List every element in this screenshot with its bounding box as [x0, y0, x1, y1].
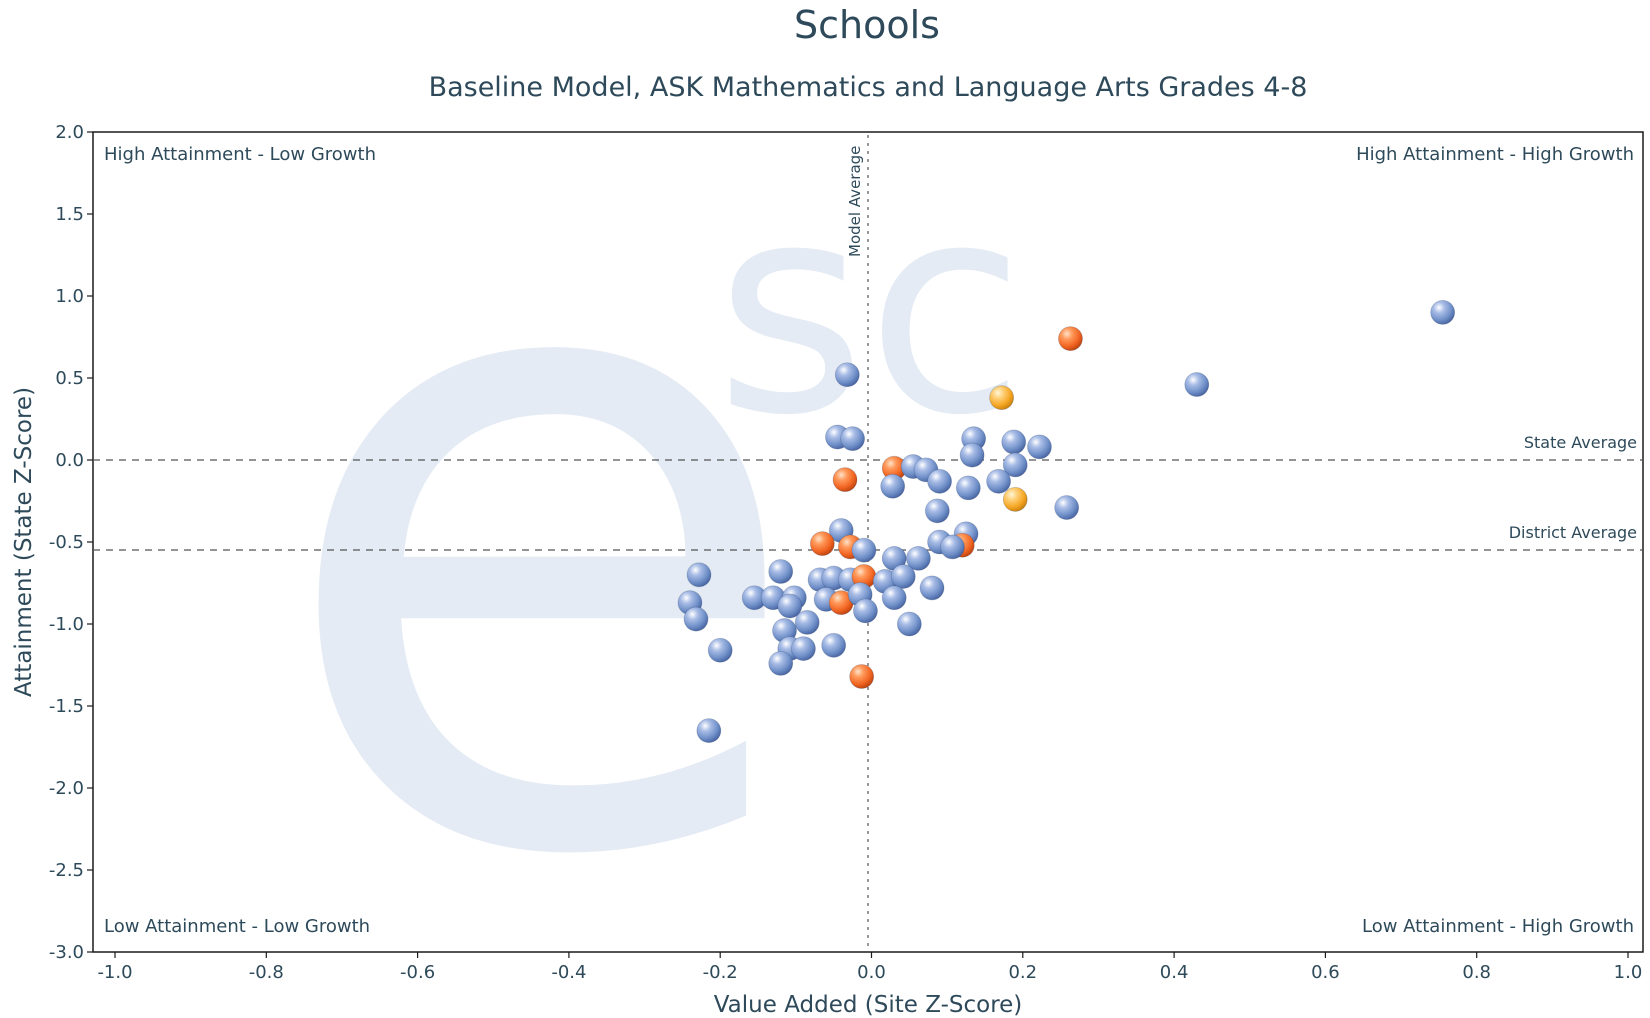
state-average-label: State Average: [1524, 433, 1637, 452]
watermark-letter-e: e: [270, 23, 811, 1018]
data-point-orange[interactable]: [809, 531, 835, 557]
data-point-blue[interactable]: [768, 559, 794, 584]
model-average-label: Model Average: [846, 146, 864, 257]
data-point-blue[interactable]: [919, 575, 945, 601]
data-point-yellow[interactable]: [1002, 486, 1028, 512]
y-axis-label: Attainment (State Z-Score): [11, 387, 37, 697]
y-tick-label: 2.0: [55, 122, 84, 143]
data-point-yellow[interactable]: [989, 385, 1015, 411]
x-tick-label: -0.8: [249, 962, 284, 983]
data-point-blue[interactable]: [696, 718, 722, 743]
quadrant-label-top-left: High Attainment - Low Growth: [104, 144, 376, 165]
x-tick-label: -0.2: [703, 962, 738, 983]
y-tick-label: 0.0: [55, 450, 84, 471]
data-point-blue[interactable]: [1430, 299, 1456, 325]
x-tick-label: 0.2: [1008, 962, 1037, 983]
data-point-blue[interactable]: [881, 585, 907, 611]
quadrant-label-top-right: High Attainment - High Growth: [1356, 144, 1634, 165]
y-tick-label: 1.0: [55, 286, 84, 307]
data-point-blue[interactable]: [851, 537, 877, 563]
x-tick-label: -1.0: [97, 962, 132, 983]
data-point-blue[interactable]: [821, 632, 847, 658]
data-points: [677, 299, 1456, 743]
data-point-blue[interactable]: [927, 468, 952, 494]
data-point-orange[interactable]: [1058, 326, 1083, 352]
y-tick-label: -3.0: [49, 942, 84, 963]
y-tick-label: 1.5: [55, 204, 84, 225]
data-point-blue[interactable]: [890, 564, 916, 589]
data-point-blue[interactable]: [955, 475, 981, 501]
data-point-blue[interactable]: [959, 442, 985, 468]
watermark-logo: e sc: [270, 23, 1026, 1018]
data-point-blue[interactable]: [683, 606, 709, 632]
x-axis-label: Value Added (Site Z-Score): [714, 992, 1023, 1018]
data-point-blue[interactable]: [896, 611, 922, 637]
chart-title: Schools: [794, 3, 940, 47]
data-point-blue[interactable]: [768, 650, 794, 676]
quadrant-label-bottom-left: Low Attainment - Low Growth: [104, 916, 370, 937]
district-average-label: District Average: [1509, 523, 1637, 542]
data-point-blue[interactable]: [840, 426, 865, 452]
data-point-blue[interactable]: [686, 562, 712, 588]
y-tick-label: -1.5: [49, 696, 84, 717]
x-tick-label: 0.6: [1311, 962, 1340, 983]
x-tick-label: 1.0: [1614, 962, 1643, 983]
quadrant-label-bottom-right: Low Attainment - High Growth: [1362, 916, 1634, 937]
data-point-blue[interactable]: [1027, 434, 1052, 460]
x-tick-label: 0.0: [857, 962, 886, 983]
y-tick-label: -2.5: [49, 860, 84, 881]
data-point-blue[interactable]: [791, 636, 816, 661]
watermark-letters-sc: sc: [715, 142, 1026, 479]
x-tick-label: -0.6: [400, 962, 435, 983]
data-point-blue[interactable]: [906, 546, 931, 571]
data-point-blue[interactable]: [1001, 429, 1027, 455]
x-axis-ticks: -1.0 -0.8 -0.6 -0.4 -0.2 0.0 0.2 0.4 0.6 0.8 1.0: [97, 952, 1642, 983]
data-point-blue[interactable]: [834, 362, 860, 388]
x-tick-label: 0.8: [1462, 962, 1491, 983]
y-tick-label: -1.0: [49, 614, 84, 635]
y-axis-ticks: 2.0 1.5 1.0 0.5 0.0 -0.5 -1.0 -1.5 -2.0 -2.5 -3.0: [49, 122, 93, 963]
data-point-blue[interactable]: [880, 473, 906, 499]
data-point-blue[interactable]: [986, 468, 1011, 494]
y-tick-label: -2.0: [49, 778, 84, 799]
data-point-orange[interactable]: [832, 467, 858, 493]
data-point-blue[interactable]: [707, 637, 733, 663]
x-tick-label: 0.4: [1160, 962, 1189, 983]
data-point-blue[interactable]: [1002, 452, 1028, 478]
data-point-blue[interactable]: [940, 534, 965, 560]
y-tick-label: 0.5: [55, 368, 84, 389]
data-point-blue[interactable]: [1184, 372, 1210, 397]
data-point-blue[interactable]: [777, 593, 803, 619]
x-tick-label: -0.4: [551, 962, 586, 983]
data-point-blue[interactable]: [1054, 495, 1080, 520]
data-point-blue[interactable]: [794, 609, 820, 635]
y-tick-label: -0.5: [49, 532, 84, 553]
data-point-orange[interactable]: [849, 664, 875, 689]
data-point-blue[interactable]: [924, 498, 950, 524]
chart-subtitle: Baseline Model, ASK Mathematics and Lang…: [429, 72, 1308, 103]
data-point-blue[interactable]: [853, 598, 878, 624]
